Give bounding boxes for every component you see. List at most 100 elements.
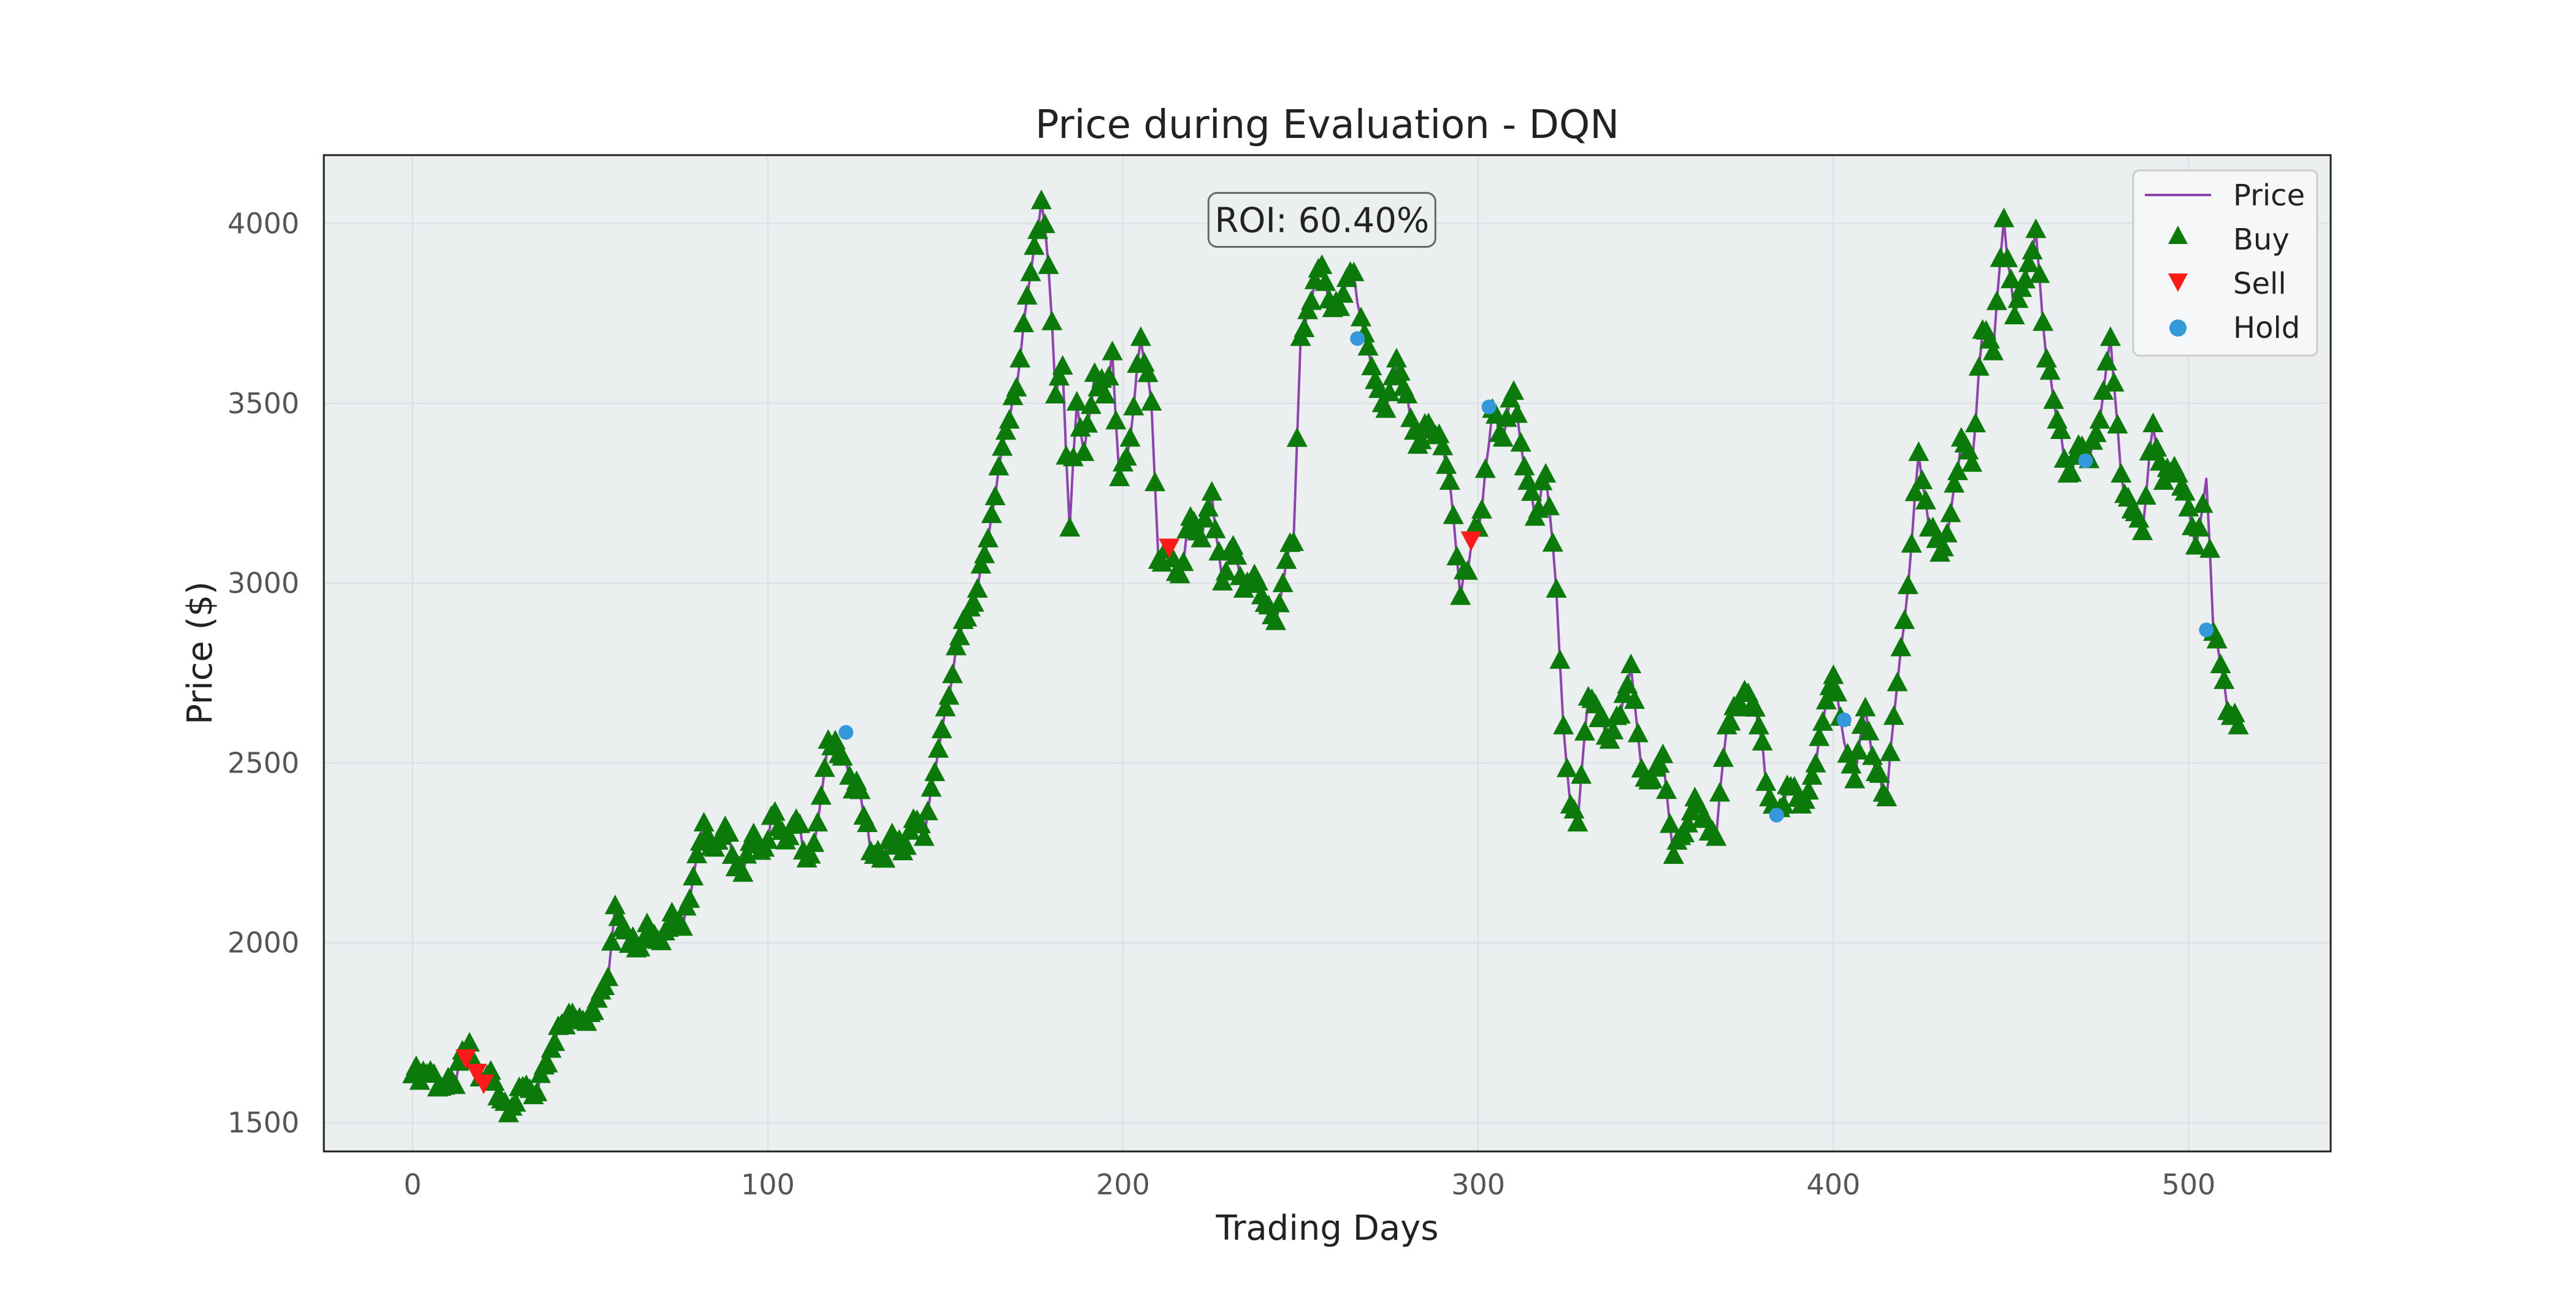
buy-marker [1553, 714, 1574, 735]
buy-marker [483, 1071, 505, 1091]
buy-marker [1961, 452, 1983, 472]
buy-marker [913, 826, 935, 846]
legend-box [2132, 169, 2318, 357]
buy-marker [683, 866, 704, 886]
buy-marker [526, 1082, 548, 1102]
buy-marker [1080, 394, 1102, 414]
buy-marker [931, 719, 953, 739]
buy-marker [1436, 454, 1457, 474]
buy-marker [1062, 446, 1084, 467]
buy-marker [1933, 536, 1954, 557]
buy-marker [2228, 714, 2249, 735]
buy-marker [1809, 726, 1830, 746]
buy-marker [2117, 487, 2139, 507]
buy-marker [988, 456, 1010, 476]
buy-marker [942, 663, 964, 684]
buy-marker [1450, 585, 1471, 605]
buy-marker [1883, 705, 1904, 725]
buy-marker [1901, 533, 1922, 553]
buy-marker [1617, 674, 1638, 694]
buy-marker [2089, 409, 2110, 429]
buy-marker [1620, 654, 1642, 674]
buy-marker [2014, 269, 2036, 289]
y-tick-label: 2500 [228, 746, 299, 779]
buy-marker [1958, 440, 1979, 460]
buy-marker [910, 814, 931, 834]
buy-marker [1432, 435, 1454, 456]
buy-marker [1066, 391, 1087, 411]
buy-marker [1609, 704, 1631, 724]
buy-marker [2185, 535, 2206, 555]
buy-marker [778, 825, 800, 845]
buy-marker [1315, 271, 1336, 291]
x-axis-label: Trading Days [1215, 1208, 1438, 1248]
legend-hold-label: Hold [2233, 311, 2300, 345]
legend-item-price: Price [2145, 178, 2305, 213]
hold-marker [2199, 622, 2214, 638]
buy-marker [2103, 372, 2125, 392]
buy-marker [1908, 441, 1930, 461]
buy-marker [1709, 782, 1730, 802]
buy-marker [2085, 422, 2107, 443]
buy-marker [1286, 427, 1308, 447]
buy-marker [1077, 413, 1098, 433]
buy-marker [1048, 365, 1070, 386]
buy-marker [1141, 391, 1162, 411]
buy-marker [445, 1074, 466, 1094]
buy-marker [995, 420, 1016, 440]
buy-marker [875, 848, 896, 868]
buy-marker [963, 592, 984, 612]
buy-marker [921, 777, 942, 797]
buy-marker [1506, 403, 1528, 423]
buy-marker [1276, 549, 1297, 569]
buy-marker [849, 779, 871, 800]
buy-marker [1688, 793, 1709, 814]
buy-marker [1922, 516, 1944, 536]
buy-marker [1940, 502, 1961, 522]
hold-marker [2078, 453, 2093, 468]
roi-annotation-box [1207, 192, 1436, 248]
buy-marker [967, 578, 988, 598]
buy-marker [1098, 365, 1119, 386]
buy-marker [2061, 462, 2082, 482]
buy-marker [924, 761, 946, 782]
y-tick-label: 3000 [228, 567, 299, 600]
buy-marker [1659, 813, 1681, 833]
buy-marker [1397, 384, 1418, 404]
buy-marker [1623, 689, 1645, 709]
buy-marker [1947, 460, 1968, 481]
buy-marker [1656, 779, 1677, 800]
buy-marker [2050, 419, 2071, 439]
buy-marker [597, 966, 619, 987]
buy-marker [895, 835, 917, 855]
legend-item-sell: Sell [2168, 267, 2287, 301]
legend-price-label: Price [2233, 178, 2305, 213]
buy-marker [721, 844, 743, 864]
buy-marker [1311, 254, 1333, 274]
buy-marker [1294, 317, 1315, 337]
buy-marker [1965, 413, 1986, 433]
buy-marker [1695, 808, 1716, 828]
buy-marker [2135, 485, 2156, 505]
buy-marker [1446, 546, 1468, 566]
buy-marker [1827, 682, 1848, 702]
buy-marker [1847, 739, 1869, 760]
buy-marker [1457, 560, 1478, 580]
buy-marker [2099, 326, 2121, 346]
roi-annotation: ROI: 60.40% [1207, 192, 1436, 248]
buy-marker [1137, 362, 1159, 383]
roi-annotation-text: ROI: 60.40% [1214, 201, 1429, 241]
buy-marker [1997, 247, 2018, 267]
sell-marker [466, 1063, 488, 1083]
buy-marker [2214, 669, 2235, 689]
buy-marker [1571, 764, 1592, 784]
buy-marker [949, 625, 970, 646]
buy-marker [1585, 693, 1606, 714]
buy-marker [1059, 517, 1081, 537]
sell-marker [1159, 538, 1180, 559]
buy-marker [1197, 497, 1219, 517]
legend-buy-label: Buy [2233, 223, 2290, 257]
legend-hold-swatch [2169, 319, 2187, 337]
buy-marker [945, 635, 967, 655]
